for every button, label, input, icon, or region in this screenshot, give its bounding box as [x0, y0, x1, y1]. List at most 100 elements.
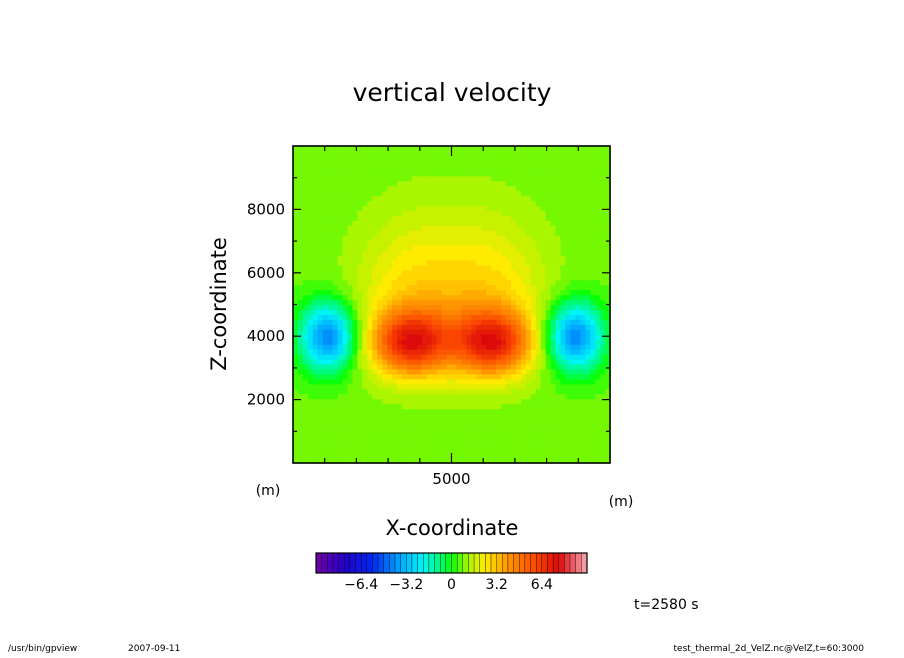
heatmap-cell: [595, 215, 601, 221]
heatmap-cell: [312, 388, 319, 395]
heatmap-cell: [501, 408, 507, 415]
heatmap-cell: [565, 309, 571, 315]
heatmap-cell: [585, 443, 591, 449]
heatmap-cell: [382, 284, 388, 291]
heatmap-cell: [327, 284, 334, 291]
heatmap-cell: [322, 279, 329, 286]
colorbar-swatch: [536, 552, 543, 574]
heatmap-cell: [605, 200, 611, 207]
heatmap-cell: [501, 274, 507, 281]
heatmap-cell: [501, 240, 507, 246]
heatmap-cell: [347, 146, 354, 152]
heatmap-cell: [575, 250, 581, 256]
heatmap-cell: [387, 165, 393, 172]
heatmap-cell: [456, 329, 462, 335]
heatmap-cell: [491, 413, 497, 420]
heatmap-cell: [491, 190, 497, 197]
heatmap-cell: [307, 383, 314, 390]
heatmap-cell: [297, 373, 304, 380]
heatmap-cell: [520, 230, 527, 236]
heatmap-cell: [461, 269, 467, 276]
heatmap-cell: [431, 294, 438, 301]
heatmap-cell: [297, 368, 304, 375]
heatmap-cell: [481, 264, 487, 271]
heatmap-cell: [332, 329, 339, 335]
heatmap-cell: [520, 269, 527, 276]
heatmap-cell: [535, 245, 542, 251]
heatmap-cell: [505, 354, 512, 360]
heatmap-cell: [501, 304, 507, 311]
heatmap-cell: [416, 160, 423, 167]
heatmap-cell: [565, 220, 571, 226]
heatmap-cell: [590, 146, 596, 152]
heatmap-cell: [312, 378, 319, 385]
heatmap-cell: [416, 378, 423, 385]
heatmap-cell: [382, 254, 388, 261]
heatmap-cell: [337, 264, 344, 271]
heatmap-cell: [461, 349, 467, 355]
heatmap-cell: [377, 195, 383, 202]
heatmap-cell: [600, 428, 606, 434]
heatmap-cell: [501, 175, 507, 182]
heatmap-cell: [322, 443, 329, 449]
heatmap-cell: [585, 453, 591, 459]
heatmap-cell: [585, 180, 591, 187]
heatmap-cell: [505, 215, 512, 221]
heatmap-cell: [362, 299, 368, 306]
heatmap-cell: [515, 195, 522, 202]
heatmap-cell: [535, 190, 542, 197]
heatmap-cell: [441, 363, 448, 370]
heatmap-cell: [580, 354, 586, 360]
heatmap-cell: [352, 230, 358, 236]
heatmap-cell: [600, 329, 606, 335]
heatmap-cell: [525, 200, 532, 207]
heatmap-cell: [545, 220, 552, 226]
heatmap-cell: [322, 175, 329, 182]
heatmap-cell: [590, 373, 596, 380]
heatmap-cell: [421, 264, 428, 271]
heatmap-cell: [515, 458, 522, 464]
heatmap-cell: [515, 259, 522, 266]
heatmap-cell: [377, 279, 383, 286]
heatmap-cell: [585, 274, 591, 281]
heatmap-cell: [535, 235, 542, 241]
heatmap-cell: [431, 314, 438, 320]
heatmap-cell: [605, 418, 611, 424]
heatmap-cell: [461, 368, 467, 375]
heatmap-cell: [515, 150, 522, 157]
heatmap-cell: [545, 453, 552, 459]
heatmap-cell: [411, 329, 418, 335]
heatmap-cell: [456, 324, 462, 330]
heatmap-cell: [466, 319, 472, 325]
heatmap-cell: [362, 304, 368, 311]
heatmap-cell: [416, 329, 423, 335]
heatmap-cell: [560, 388, 567, 395]
heatmap-cell: [307, 373, 314, 380]
heatmap-cell: [317, 150, 324, 157]
heatmap-cell: [505, 339, 512, 345]
heatmap-cell: [307, 269, 314, 276]
heatmap-cell: [476, 363, 482, 370]
heatmap-cell: [342, 195, 349, 202]
heatmap-cell: [302, 284, 309, 291]
heatmap-cell: [446, 433, 453, 439]
heatmap-cell: [595, 324, 601, 330]
heatmap-cell: [293, 279, 299, 286]
heatmap-cell: [387, 264, 393, 271]
heatmap-cell: [342, 378, 349, 385]
heatmap-cell: [416, 314, 423, 320]
heatmap-cell: [515, 279, 522, 286]
heatmap-cell: [555, 448, 562, 454]
heatmap-cell: [397, 146, 403, 152]
heatmap-cell: [411, 225, 418, 231]
heatmap-cell: [327, 334, 334, 340]
heatmap-cell: [451, 398, 458, 405]
heatmap-cell: [491, 279, 497, 286]
heatmap-cell: [520, 349, 527, 355]
heatmap-cell: [451, 146, 458, 152]
heatmap-cell: [515, 393, 522, 400]
heatmap-cell: [565, 230, 571, 236]
heatmap-cell: [317, 170, 324, 177]
heatmap-cell: [446, 304, 453, 311]
heatmap-cell: [322, 160, 329, 167]
